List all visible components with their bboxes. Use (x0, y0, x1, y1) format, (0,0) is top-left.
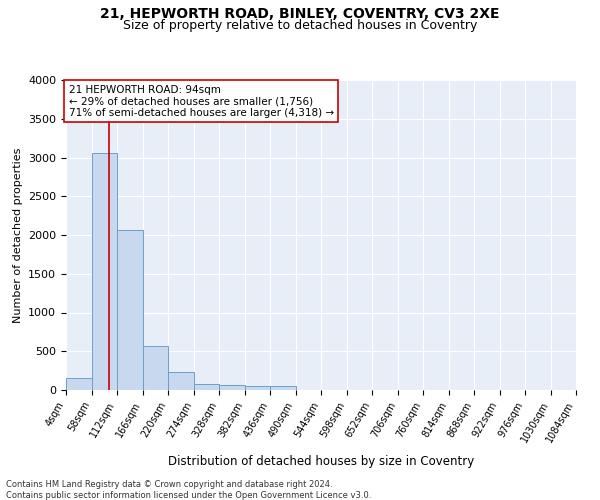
Bar (91, 153, 117, 390)
Text: 21, HEPWORTH ROAD, BINLEY, COVENTRY, CV3 2XE: 21, HEPWORTH ROAD, BINLEY, COVENTRY, CV3… (100, 8, 500, 22)
Bar (219, 386, 245, 390)
Bar (168, 372, 193, 390)
Text: Size of property relative to detached houses in Coventry: Size of property relative to detached ho… (123, 18, 477, 32)
Bar (245, 386, 270, 390)
Bar (194, 384, 219, 390)
Bar (143, 346, 168, 390)
Text: Distribution of detached houses by size in Coventry: Distribution of detached houses by size … (168, 455, 474, 468)
Y-axis label: Number of detached properties: Number of detached properties (13, 148, 23, 322)
Bar (117, 230, 143, 390)
Bar (270, 386, 296, 390)
Bar (66, 378, 91, 390)
Text: Contains HM Land Registry data © Crown copyright and database right 2024.
Contai: Contains HM Land Registry data © Crown c… (6, 480, 371, 500)
Text: 21 HEPWORTH ROAD: 94sqm
← 29% of detached houses are smaller (1,756)
71% of semi: 21 HEPWORTH ROAD: 94sqm ← 29% of detache… (68, 84, 334, 118)
